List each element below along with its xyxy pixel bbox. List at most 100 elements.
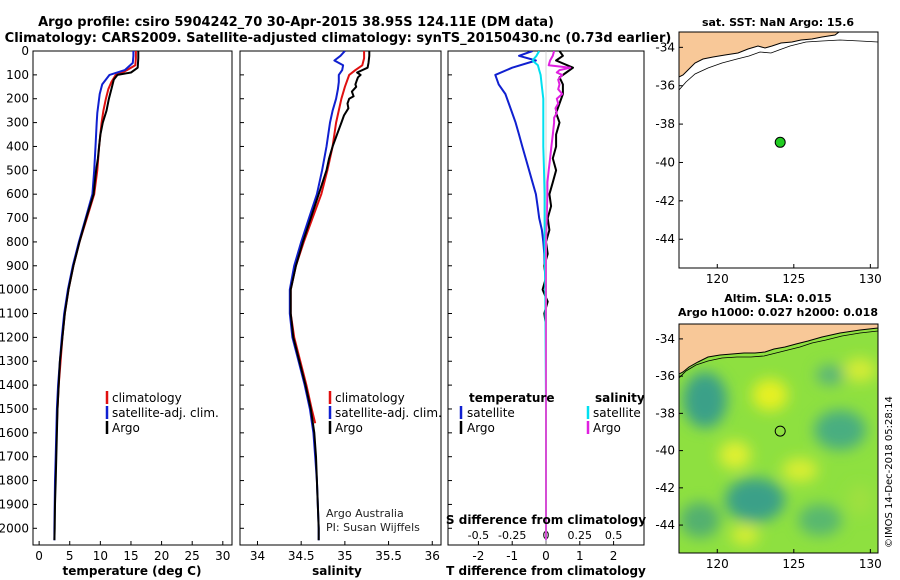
depth-tick-label: 200: [6, 92, 29, 106]
depth-tick-label: 700: [6, 211, 29, 225]
x-tick-label: -1: [506, 549, 518, 563]
sst-map: 120 125 130 -34 -36 -38 -40 -42 -44: [655, 31, 882, 286]
legend-title-salinity: salinity: [595, 391, 645, 405]
legend-title-temperature: temperature: [469, 391, 554, 405]
float-position-marker-outline: [774, 425, 786, 437]
temperature-panel-frame: [32, 50, 233, 546]
s-diff-tick-label: -0.25: [498, 529, 526, 542]
series-line-argo: [289, 51, 371, 541]
x-tick-label: 15: [123, 549, 138, 563]
sst-map-axis-ticks: 120 125 130 -34 -36 -38 -40 -42 -44: [655, 40, 881, 286]
x-tick-label: 1: [576, 549, 584, 563]
altimetry-heatmap-field: [680, 358, 876, 545]
altimetry-map-frame: [678, 323, 879, 554]
legend-label-argo: Argo: [112, 421, 140, 435]
sst-map-shelf-contour: [678, 39, 879, 91]
depth-tick-label: 1600: [0, 426, 29, 440]
temperature-series: [53, 51, 140, 541]
map-y-tick-label: -36: [655, 369, 675, 383]
legend-label-s-argo: Argo: [593, 421, 621, 435]
altimetry-map-title-line2: Argo h1000: 0.027 h2000: 0.018: [678, 306, 878, 319]
sst-map-title: sat. SST: NaN Argo: 15.6: [702, 16, 854, 29]
series-line-satellite-adj-clim: [53, 51, 135, 541]
x-tick-label: 30: [215, 549, 230, 563]
map-x-tick-label: 120: [706, 272, 729, 286]
depth-tick-label: 500: [6, 163, 29, 177]
x-tick-label: 34: [250, 549, 265, 563]
credit-line1: Argo Australia: [326, 507, 404, 520]
map-y-tick-label: -38: [655, 117, 675, 131]
x-tick-label: 20: [154, 549, 169, 563]
legend-label-s-satellite: satellite: [593, 406, 641, 420]
depth-tick-label: 800: [6, 235, 29, 249]
altimetry-map-shelf-contour: [679, 330, 878, 379]
x-tick-label: 10: [93, 549, 108, 563]
map-y-tick-label: -40: [655, 444, 675, 458]
map-x-tick-label: 130: [859, 557, 882, 571]
map-x-tick-label: 125: [782, 272, 805, 286]
salinity-series: [288, 51, 371, 541]
difference-axis-ticks: -2 -1 0 1 2-0.5 -0.25 0 0.25 0.5: [468, 529, 623, 563]
t-difference-axis-label: T difference from climatology: [446, 564, 646, 578]
copyright-stamp: ©IMOS 14-Dec-2018 05:28:14: [884, 396, 895, 548]
map-y-tick-label: -44: [655, 518, 675, 532]
map-y-tick-label: -36: [655, 79, 675, 93]
map-y-tick-label: -42: [655, 481, 675, 495]
x-tick-label: 25: [185, 549, 200, 563]
depth-tick-label: 1800: [0, 474, 29, 488]
map-y-tick-label: -42: [655, 194, 675, 208]
difference-legend: temperature satellite Argo salinity sate…: [459, 391, 645, 435]
legend-label-satellite: satellite-adj. clim.: [335, 406, 442, 420]
temperature-axis-ticks: 0 5 10 15 20 25 30: [35, 541, 230, 563]
sst-map-background: [679, 32, 878, 268]
depth-tick-label: 1400: [0, 378, 29, 392]
depth-tick-label: 1500: [0, 402, 29, 416]
legend-label-satellite: satellite-adj. clim.: [112, 406, 219, 420]
altimetry-map-land: [679, 324, 878, 375]
series-line-argo: [53, 51, 140, 541]
map-y-tick-label: -40: [655, 155, 675, 169]
x-tick-label: 34.5: [288, 549, 315, 563]
depth-tick-label: 400: [6, 139, 29, 153]
depth-tick-label: 100: [6, 68, 29, 82]
sst-map-frame: [678, 31, 879, 269]
x-tick-label: 35: [337, 549, 352, 563]
x-tick-label: 2: [610, 549, 618, 563]
s-diff-tick-label: 0.25: [568, 529, 593, 542]
difference-series: [494, 51, 574, 545]
series-line-climatology: [55, 51, 137, 424]
float-position-marker: [774, 136, 786, 148]
depth-tick-label: 600: [6, 187, 29, 201]
x-tick-label: 5: [66, 549, 74, 563]
s-diff-tick-label: 0.5: [605, 529, 623, 542]
depth-tick-label: 1000: [0, 283, 29, 297]
depth-tick-label: 300: [6, 116, 29, 130]
map-y-tick-label: -38: [655, 406, 675, 420]
figure-title-line1: Argo profile: csiro 5904242_70 30-Apr-20…: [38, 15, 554, 30]
legend-label-t-argo: Argo: [467, 421, 495, 435]
salinity-legend: climatology satellite-adj. clim. Argo: [328, 391, 442, 435]
x-tick-label: -2: [472, 549, 484, 563]
depth-tick-label: 1300: [0, 354, 29, 368]
x-tick-label: 35.5: [375, 549, 402, 563]
depth-tick-label: 2000: [0, 521, 29, 535]
salinity-axis-label: salinity: [312, 564, 362, 578]
credit-line2: PI: Susan Wijffels: [326, 521, 420, 534]
legend-label-argo: Argo: [335, 421, 363, 435]
s-difference-axis-label: S difference from climatology: [446, 513, 646, 527]
x-tick-label: 0: [35, 549, 43, 563]
map-x-tick-label: 130: [859, 272, 882, 286]
depth-tick-label: 900: [6, 259, 29, 273]
legend-label-climatology: climatology: [112, 391, 182, 405]
salinity-panel-frame: [239, 50, 442, 546]
depth-tick-label: 1200: [0, 330, 29, 344]
depth-axis-labels: 0 100 200 300 400 500 600 700 800 900 1000 1100 1200…: [0, 44, 452, 535]
map-y-tick-label: -34: [655, 332, 675, 346]
map-x-tick-label: 125: [782, 557, 805, 571]
series-line-temperature-satellite: [494, 51, 547, 541]
map-y-tick-label: -34: [655, 40, 675, 54]
temperature-legend: climatology satellite-adj. clim. Argo: [105, 391, 219, 435]
depth-tick-label: 1100: [0, 307, 29, 321]
depth-tick-label: 0: [21, 44, 29, 58]
